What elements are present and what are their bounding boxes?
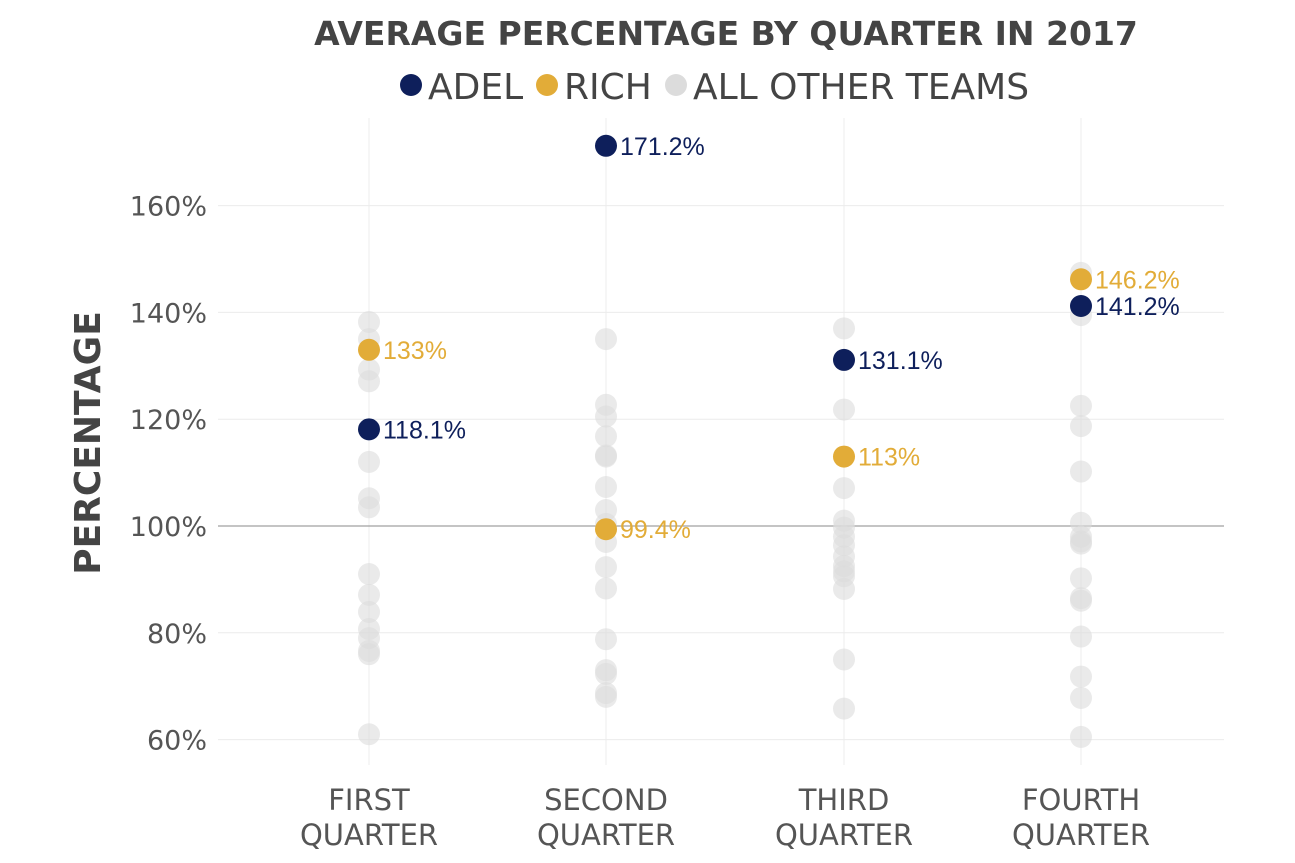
legend-label-adel: ADEL — [428, 67, 523, 108]
point-labels: 133% 99.4% 113% 146.2% 118.1% 171.2% 131.1% 141… — [383, 133, 1180, 544]
other-team-point — [833, 317, 855, 340]
other-team-point — [595, 577, 617, 600]
y-tick-label: 160% — [130, 192, 207, 223]
y-tick-label: 100% — [130, 512, 207, 543]
other-team-point — [358, 311, 380, 334]
other-team-point — [1070, 460, 1092, 483]
x-category-label: FIRST — [328, 783, 410, 817]
other-team-point — [358, 450, 380, 473]
others-points — [358, 261, 1092, 748]
y-axis-label: PERCENTAGE — [68, 311, 109, 575]
other-team-point — [595, 628, 617, 651]
other-team-point — [595, 476, 617, 499]
rich-point — [1070, 268, 1092, 291]
legend-label-others: ALL OTHER TEAMS — [693, 67, 1029, 108]
other-team-point — [358, 723, 380, 746]
other-team-point — [358, 643, 380, 666]
other-team-point — [358, 370, 380, 393]
horizontal-gridlines — [218, 205, 1224, 741]
other-team-point — [833, 697, 855, 720]
x-category-label: QUARTER — [1012, 818, 1150, 852]
highlight-points — [358, 134, 1092, 541]
legend: ADEL RICH ALL OTHER TEAMS — [400, 67, 1029, 108]
rich-value-label: 99.4% — [620, 516, 691, 544]
legend-label-rich: RICH — [564, 67, 652, 108]
other-team-point — [833, 648, 855, 671]
rich-value-label: 146.2% — [1095, 266, 1180, 294]
x-category-label: SECOND — [544, 783, 668, 817]
y-tick-label: 80% — [147, 619, 207, 650]
other-team-point — [1070, 415, 1092, 438]
other-team-point — [595, 556, 617, 579]
other-team-point — [1070, 665, 1092, 688]
other-team-point — [595, 405, 617, 428]
x-category-label: FOURTH — [1022, 783, 1140, 817]
x-category-label: THIRD — [798, 783, 890, 817]
other-team-point — [595, 685, 617, 708]
other-team-point — [1070, 394, 1092, 417]
chart-title: AVERAGE PERCENTAGE BY QUARTER IN 2017 — [314, 14, 1138, 53]
legend-marker-rich — [536, 74, 558, 96]
rich-point — [358, 338, 380, 361]
other-team-point — [1070, 686, 1092, 709]
other-team-point — [1070, 532, 1092, 555]
other-team-point — [595, 328, 617, 351]
other-team-point — [1070, 567, 1092, 590]
legend-marker-adel — [400, 74, 422, 96]
other-team-point — [1070, 725, 1092, 748]
adel-point — [833, 348, 855, 371]
x-category-label: QUARTER — [300, 818, 438, 852]
adel-point — [595, 134, 617, 157]
x-category-label: QUARTER — [775, 818, 913, 852]
x-category-labels: FIRSTQUARTERSECONDQUARTERTHIRDQUARTERFOU… — [300, 783, 1150, 852]
other-team-point — [833, 398, 855, 421]
legend-marker-others — [665, 74, 687, 96]
adel-point — [1070, 294, 1092, 317]
x-category-label: QUARTER — [537, 818, 675, 852]
adel-value-label: 118.1% — [383, 416, 466, 444]
other-team-point — [595, 425, 617, 448]
y-tick-label: 120% — [130, 405, 207, 436]
adel-value-label: 171.2% — [620, 133, 705, 161]
other-team-point — [358, 583, 380, 606]
other-team-point — [1070, 625, 1092, 648]
rich-value-label: 113% — [858, 444, 920, 472]
adel-value-label: 141.2% — [1095, 293, 1180, 321]
vertical-gridlines — [368, 118, 1082, 765]
rich-value-label: 133% — [383, 337, 447, 365]
other-team-point — [1070, 589, 1092, 612]
rich-point — [595, 518, 617, 541]
other-team-point — [833, 578, 855, 601]
y-tick-label: 60% — [147, 726, 207, 757]
y-tick-label: 140% — [130, 298, 207, 329]
rich-point — [833, 445, 855, 468]
other-team-point — [358, 563, 380, 586]
other-team-point — [358, 496, 380, 519]
y-tick-labels: 60% 80% 100% 120% 140% 160% — [130, 192, 207, 757]
adel-point — [358, 418, 380, 441]
other-team-point — [595, 445, 617, 468]
other-team-point — [833, 477, 855, 500]
other-team-point — [358, 600, 380, 623]
other-team-point — [595, 662, 617, 685]
adel-value-label: 131.1% — [858, 347, 943, 375]
